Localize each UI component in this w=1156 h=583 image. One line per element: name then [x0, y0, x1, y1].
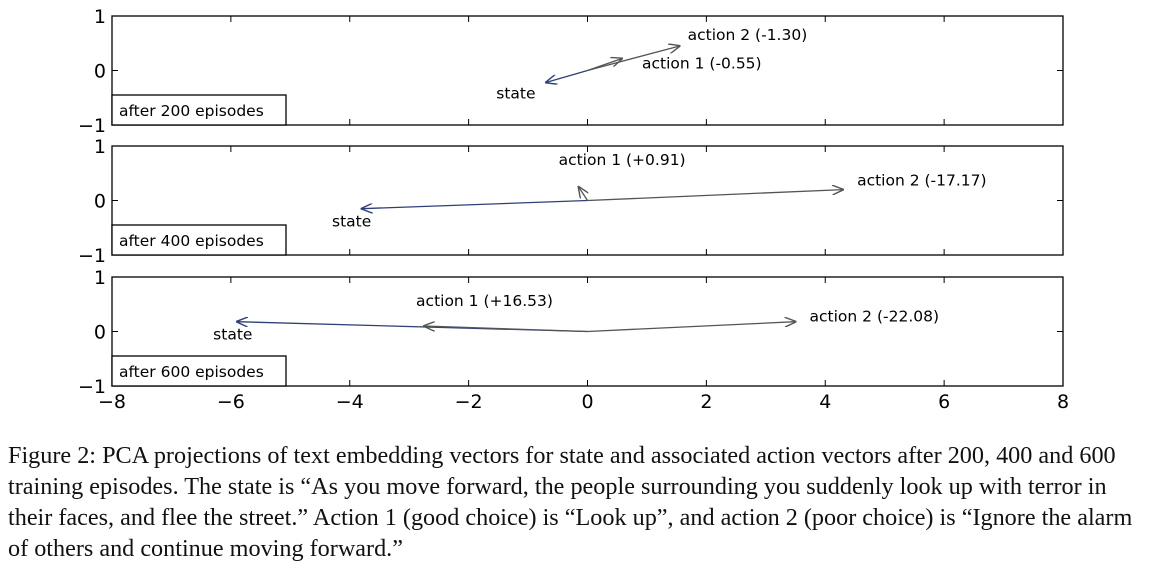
action1-label: action 1 (+16.53) [416, 292, 553, 310]
state-vector [546, 69, 588, 83]
action2-label: action 2 (-22.08) [810, 308, 940, 326]
state-label: state [332, 213, 371, 231]
episode-label: after 600 episodes [119, 363, 264, 381]
x-tick-label: 8 [1057, 391, 1069, 413]
y-tick-label: −1 [78, 376, 106, 398]
y-tick-label: 1 [94, 267, 106, 289]
x-tick-label: 2 [700, 391, 712, 413]
panel-3: 1 0 −1 state action 1 (+16.53) action 2 (-22.… [78, 267, 1064, 398]
state-vector [362, 199, 588, 209]
action2-label: action 2 (-1.30) [688, 26, 808, 44]
action1-label: action 1 (-0.55) [642, 55, 762, 73]
episode-label-box [111, 355, 287, 387]
action2-vector [587, 46, 680, 72]
y-tick-label: 1 [94, 136, 106, 158]
y-tick-label: 0 [94, 191, 106, 213]
action2-vector [587, 190, 844, 202]
caption-text: PCA projections of text embedding vector… [8, 442, 1133, 562]
x-tick-label: −4 [336, 391, 364, 413]
y-tick-label: 0 [94, 61, 106, 83]
panel-2: 1 0 −1 state action 1 (+0.91) action 2 (-17.1… [78, 136, 1064, 267]
x-tick-label: 6 [938, 391, 950, 413]
pca-figure: 1 0 −1 state action 1 (-0.55) action 2 (-1.30… [78, 6, 1069, 413]
x-tick-label: 0 [581, 391, 593, 413]
y-tick-label: −1 [78, 115, 106, 137]
action2-label: action 2 (-17.17) [857, 172, 987, 190]
episode-label-box [111, 224, 287, 256]
x-tick-label: −2 [455, 391, 483, 413]
x-tick-label: 4 [819, 391, 831, 413]
y-tick-label: −1 [78, 245, 106, 267]
panel-1: 1 0 −1 state action 1 (-0.55) action 2 (-1.30… [78, 6, 1064, 137]
action1-vector [579, 187, 588, 201]
action1-vector [424, 326, 588, 333]
x-tick-label: −6 [217, 391, 245, 413]
episode-label: after 200 episodes [119, 102, 264, 120]
figure-caption: Figure 2: PCA projections of text embedd… [8, 440, 1153, 564]
action2-vector [587, 322, 796, 333]
state-label: state [213, 326, 252, 344]
figure-label: Figure 2: [8, 442, 97, 469]
state-label: state [496, 84, 535, 102]
x-tick-label: −8 [98, 391, 126, 413]
action1-label: action 1 (+0.91) [559, 151, 686, 169]
y-tick-label: 0 [94, 322, 106, 344]
episode-label-box [111, 94, 287, 126]
episode-label: after 400 episodes [119, 232, 264, 250]
y-tick-label: 1 [94, 6, 106, 28]
